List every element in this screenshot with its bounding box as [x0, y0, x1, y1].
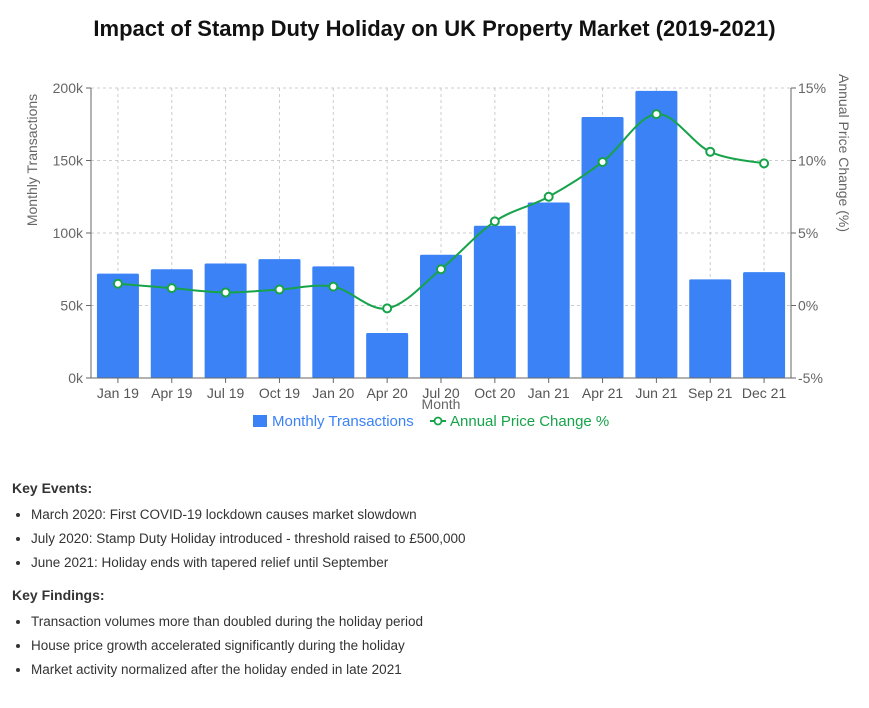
legend-label-price-change: Annual Price Change % — [450, 413, 609, 430]
price-change-point — [543, 191, 554, 202]
left-tick-label: 200k — [53, 80, 84, 96]
bar — [473, 225, 516, 378]
list-item: March 2020: First COVID-19 lockdown caus… — [31, 506, 852, 523]
left-tick-label: 0k — [68, 370, 84, 386]
x-tick-label: Jan 20 — [312, 385, 354, 401]
left-tick-label: 150k — [53, 153, 84, 169]
bar — [527, 202, 570, 378]
x-tick-label: Oct 20 — [474, 385, 515, 401]
legend-label-transactions: Monthly Transactions — [272, 413, 414, 430]
list-item: House price growth accelerated significa… — [31, 637, 852, 654]
list-item: June 2021: Holiday ends with tapered rel… — [31, 554, 852, 571]
bar — [96, 273, 139, 378]
bar — [689, 279, 732, 378]
right-tick-label: 0% — [798, 298, 818, 314]
bar — [150, 269, 193, 378]
price-change-point — [112, 278, 123, 289]
right-tick-label: 15% — [798, 80, 826, 96]
bar — [743, 272, 786, 378]
left-axis-label: Monthly Transactions — [24, 94, 40, 226]
x-tick-label: Jan 19 — [97, 385, 139, 401]
price-change-point — [651, 109, 662, 120]
legend-swatch-transactions — [253, 415, 267, 427]
price-change-point — [759, 158, 770, 169]
x-tick-label: Sep 21 — [688, 385, 733, 401]
notes-panel: Key Events: March 2020: First COVID-19 l… — [12, 480, 852, 694]
x-tick-label: Apr 20 — [367, 385, 408, 401]
price-change-point — [436, 264, 446, 275]
left-tick-label: 50k — [60, 298, 84, 314]
x-tick-label: Jun 21 — [635, 385, 677, 401]
price-change-point — [328, 281, 339, 292]
key-events-heading: Key Events: — [12, 480, 93, 496]
bar — [366, 333, 409, 378]
price-change-point — [489, 216, 500, 227]
combo-chart: 0k 50k 100k 150k 200k -5% 0% 5% 10% 15% Jan 19 Apr … — [24, 74, 852, 430]
right-tick-label: -5% — [798, 370, 823, 386]
list-item: Transaction volumes more than doubled du… — [31, 613, 852, 630]
bar — [635, 90, 678, 379]
bar — [258, 259, 301, 378]
x-tick-label: Oct 19 — [259, 385, 300, 401]
key-findings-heading: Key Findings: — [12, 587, 105, 603]
x-tick-label: Jul 20 — [422, 385, 460, 401]
key-events-list: March 2020: First COVID-19 lockdown caus… — [12, 506, 852, 571]
bar — [312, 266, 355, 378]
bar — [581, 117, 624, 378]
x-tick-label: Jan 21 — [528, 385, 570, 401]
right-axis-label: Annual Price Change (%) — [836, 74, 852, 232]
list-item: July 2020: Stamp Duty Holiday introduced… — [31, 530, 852, 547]
price-change-point — [220, 287, 231, 298]
list-item: Market activity normalized after the hol… — [31, 661, 852, 678]
price-change-point — [166, 283, 177, 294]
right-tick-label: 10% — [798, 153, 826, 169]
legend-swatch-point — [433, 416, 443, 426]
price-change-point — [274, 284, 285, 295]
bar — [204, 263, 247, 378]
x-tick-label: Dec 21 — [742, 385, 787, 401]
x-tick-label: Apr 19 — [151, 385, 192, 401]
left-tick-label: 100k — [53, 225, 84, 241]
price-change-point — [705, 146, 716, 157]
price-change-point — [597, 156, 608, 167]
price-change-point — [382, 303, 393, 314]
key-findings-list: Transaction volumes more than doubled du… — [12, 613, 852, 678]
chart-title: Impact of Stamp Duty Holiday on UK Prope… — [93, 16, 776, 41]
right-tick-label: 5% — [798, 225, 818, 241]
x-tick-label: Jul 19 — [207, 385, 245, 401]
bar — [420, 254, 462, 378]
x-tick-label: Apr 21 — [582, 385, 623, 401]
x-axis-label: Month — [422, 396, 461, 412]
